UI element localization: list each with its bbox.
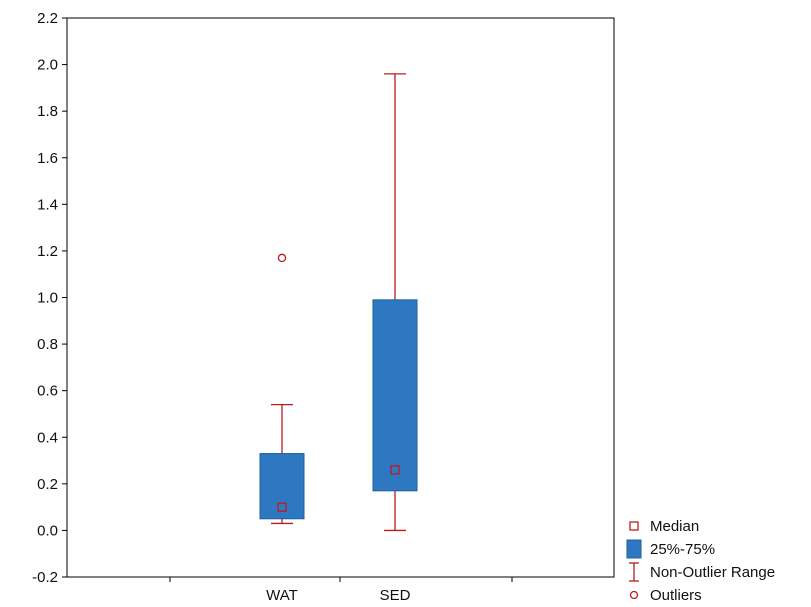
legend-box-icon <box>626 539 642 559</box>
y-tick-label: 1.8 <box>37 103 58 120</box>
legend-item-box: 25%-75% <box>626 539 715 559</box>
box-series <box>259 73 418 532</box>
legend-label: 25%-75% <box>650 541 715 558</box>
legend: Median 25%-75% Non-Outlier Range Outliers <box>626 518 775 604</box>
box-group-sed <box>372 73 418 532</box>
y-tick-label: 0.0 <box>37 522 58 539</box>
y-tick-label: -0.2 <box>32 569 58 586</box>
legend-item-median: Median <box>629 518 699 535</box>
median-marker <box>390 465 400 475</box>
legend-item-range: Non-Outlier Range <box>629 562 775 582</box>
legend-item-outlier: Outliers <box>629 587 702 604</box>
y-tick-label: 1.6 <box>37 150 58 167</box>
outlier-point <box>277 253 287 263</box>
legend-label: Outliers <box>650 587 702 604</box>
legend-label: Median <box>650 518 699 535</box>
legend-label: Non-Outlier Range <box>650 564 775 581</box>
y-tick-label: 1.4 <box>37 196 58 213</box>
plot-frame <box>66 17 615 578</box>
x-axis: WAT SED <box>169 577 513 604</box>
legend-outlier-icon <box>629 590 639 600</box>
y-tick-label: 2.0 <box>37 57 58 74</box>
x-tick-label: WAT <box>266 587 298 604</box>
y-tick-label: 0.8 <box>37 336 58 353</box>
y-tick-label: 1.2 <box>37 243 58 260</box>
y-tick-label: 0.6 <box>37 383 58 400</box>
median-marker <box>277 502 287 512</box>
y-tick-label: 2.2 <box>37 10 58 27</box>
y-axis: -0.2 0.0 0.2 0.4 0.6 0.8 1.0 1.2 1.4 1.6 1.8 2.0 2.2 <box>32 10 67 586</box>
legend-median-icon <box>629 521 639 531</box>
y-tick-label: 0.2 <box>37 476 58 493</box>
iqr-box <box>372 299 418 492</box>
y-tick-label: 0.4 <box>37 429 58 446</box>
x-tick-label: SED <box>380 587 411 604</box>
box-group-wat <box>259 253 305 525</box>
iqr-box <box>259 453 305 520</box>
plot-area <box>66 17 615 578</box>
y-tick-label: 1.0 <box>37 290 58 307</box>
